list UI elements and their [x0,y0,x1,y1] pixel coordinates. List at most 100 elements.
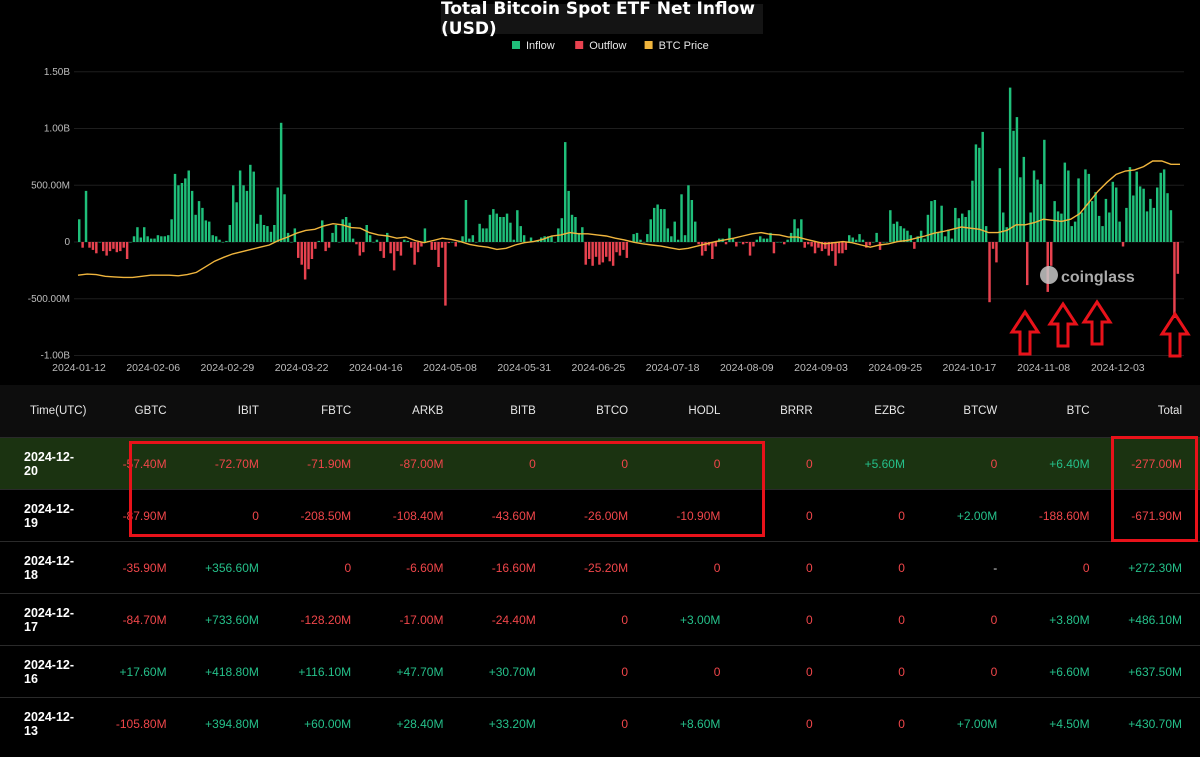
flow-bar[interactable] [112,242,115,249]
flow-bar[interactable] [950,238,954,242]
flow-bar[interactable] [184,178,187,242]
flow-bar[interactable] [132,236,136,242]
flow-bar[interactable] [201,207,204,242]
flow-bar[interactable] [341,219,344,242]
flow-bar[interactable] [102,242,105,252]
table-row[interactable]: 2024-12-20 -57.40M -72.70M -71.90M -87.00M 0 0… [0,437,1200,490]
flow-bar[interactable] [481,228,485,242]
flow-bar[interactable] [1162,169,1166,242]
flow-bar[interactable] [779,242,783,243]
flow-bar[interactable] [1108,212,1111,243]
flow-bar[interactable] [451,242,454,243]
flow-bar[interactable] [95,242,98,254]
flow-bar[interactable] [745,242,748,244]
flow-bar[interactable] [375,239,379,242]
flow-bar[interactable] [824,242,827,249]
flow-bar[interactable] [351,238,355,242]
flow-bar[interactable] [998,168,1002,242]
flow-bar[interactable] [368,235,372,242]
flow-bar[interactable] [252,171,255,242]
flow-bar[interactable] [119,242,122,252]
flow-bar[interactable] [1104,198,1108,242]
column-header[interactable]: GBTC [92,385,185,438]
flow-bar[interactable] [211,235,214,242]
flow-bar[interactable] [430,242,433,250]
flow-bar[interactable] [1015,117,1019,242]
flow-bar[interactable] [885,242,889,243]
flow-bar[interactable] [653,207,656,242]
flow-bar[interactable] [656,204,659,243]
flow-bar[interactable] [611,242,615,266]
flow-bar[interactable] [834,242,837,266]
flow-bar[interactable] [1012,130,1015,242]
flow-bar[interactable] [327,242,331,248]
flow-bar[interactable] [991,242,995,249]
flow-bar[interactable] [615,242,618,253]
flow-bar[interactable] [512,239,516,242]
flow-bar[interactable] [728,228,731,242]
flow-bar[interactable] [622,242,625,250]
flow-bar[interactable] [156,235,160,242]
flow-bar[interactable] [187,170,190,243]
flow-bar[interactable] [228,225,232,242]
flow-bar[interactable] [916,236,919,242]
flow-bar[interactable] [358,242,362,256]
flow-bar[interactable] [940,205,943,242]
flow-bar[interactable] [844,242,848,250]
flow-bar[interactable] [704,242,707,252]
column-header[interactable]: HODL [646,385,739,438]
flow-bar[interactable] [91,242,95,250]
table-row[interactable]: 2024-12-17 -84.70M +733.60M -128.20M -17.00M… [0,593,1200,646]
flow-bar[interactable] [817,242,820,248]
flow-bar[interactable] [1176,242,1180,274]
flow-bar[interactable] [1142,188,1145,242]
flow-bar[interactable] [803,242,806,248]
flow-bar[interactable] [1067,170,1070,243]
flow-bar[interactable] [509,222,512,242]
flow-bar[interactable] [269,231,273,242]
flow-bar[interactable] [502,217,505,242]
flow-bar[interactable] [605,242,608,257]
flow-bar[interactable] [1115,187,1118,243]
flow-bar[interactable] [923,238,926,242]
flow-bar[interactable] [861,239,865,242]
flow-bar[interactable] [964,217,967,242]
flow-bar[interactable] [978,147,981,242]
flow-bar[interactable] [461,236,464,242]
flow-bar[interactable] [108,242,112,252]
flow-bar[interactable] [208,221,211,242]
flow-bar[interactable] [553,242,557,243]
flow-bar[interactable] [1149,198,1152,242]
table-row[interactable]: 2024-12-16 +17.60M +418.80M +116.10M +47.70M… [0,645,1200,698]
flow-bar[interactable] [649,219,652,242]
flow-bar[interactable] [1125,207,1128,242]
flow-bar[interactable] [389,242,392,254]
flow-bar[interactable] [167,235,170,242]
flow-bar[interactable] [1145,211,1149,242]
flow-bar[interactable] [1060,213,1063,242]
flow-bar[interactable] [724,242,728,245]
flow-bar[interactable] [1022,156,1026,242]
flow-bar[interactable] [290,242,293,243]
column-header[interactable]: BITB [461,385,554,438]
flow-bar[interactable] [1073,221,1077,242]
flow-bar[interactable] [711,242,714,259]
flow-bar[interactable] [1029,212,1032,243]
flow-bar[interactable] [738,242,741,243]
flow-bar[interactable] [1070,226,1073,242]
flow-bar[interactable] [646,234,649,242]
flow-bar[interactable] [772,242,776,254]
flow-bar[interactable] [379,242,382,252]
flow-bar[interactable] [129,242,132,243]
column-header[interactable]: FBTC [276,385,370,438]
flow-bar[interactable] [273,225,276,242]
flow-bar[interactable] [676,239,680,242]
flow-bar[interactable] [581,227,584,242]
flow-bar[interactable] [902,228,906,242]
flow-bar[interactable] [98,242,101,243]
flow-bar[interactable] [783,242,786,245]
legend-label[interactable]: Inflow [526,40,555,52]
flow-bar[interactable] [1118,221,1121,242]
flow-bar[interactable] [889,210,892,242]
flow-bar[interactable] [895,221,899,242]
